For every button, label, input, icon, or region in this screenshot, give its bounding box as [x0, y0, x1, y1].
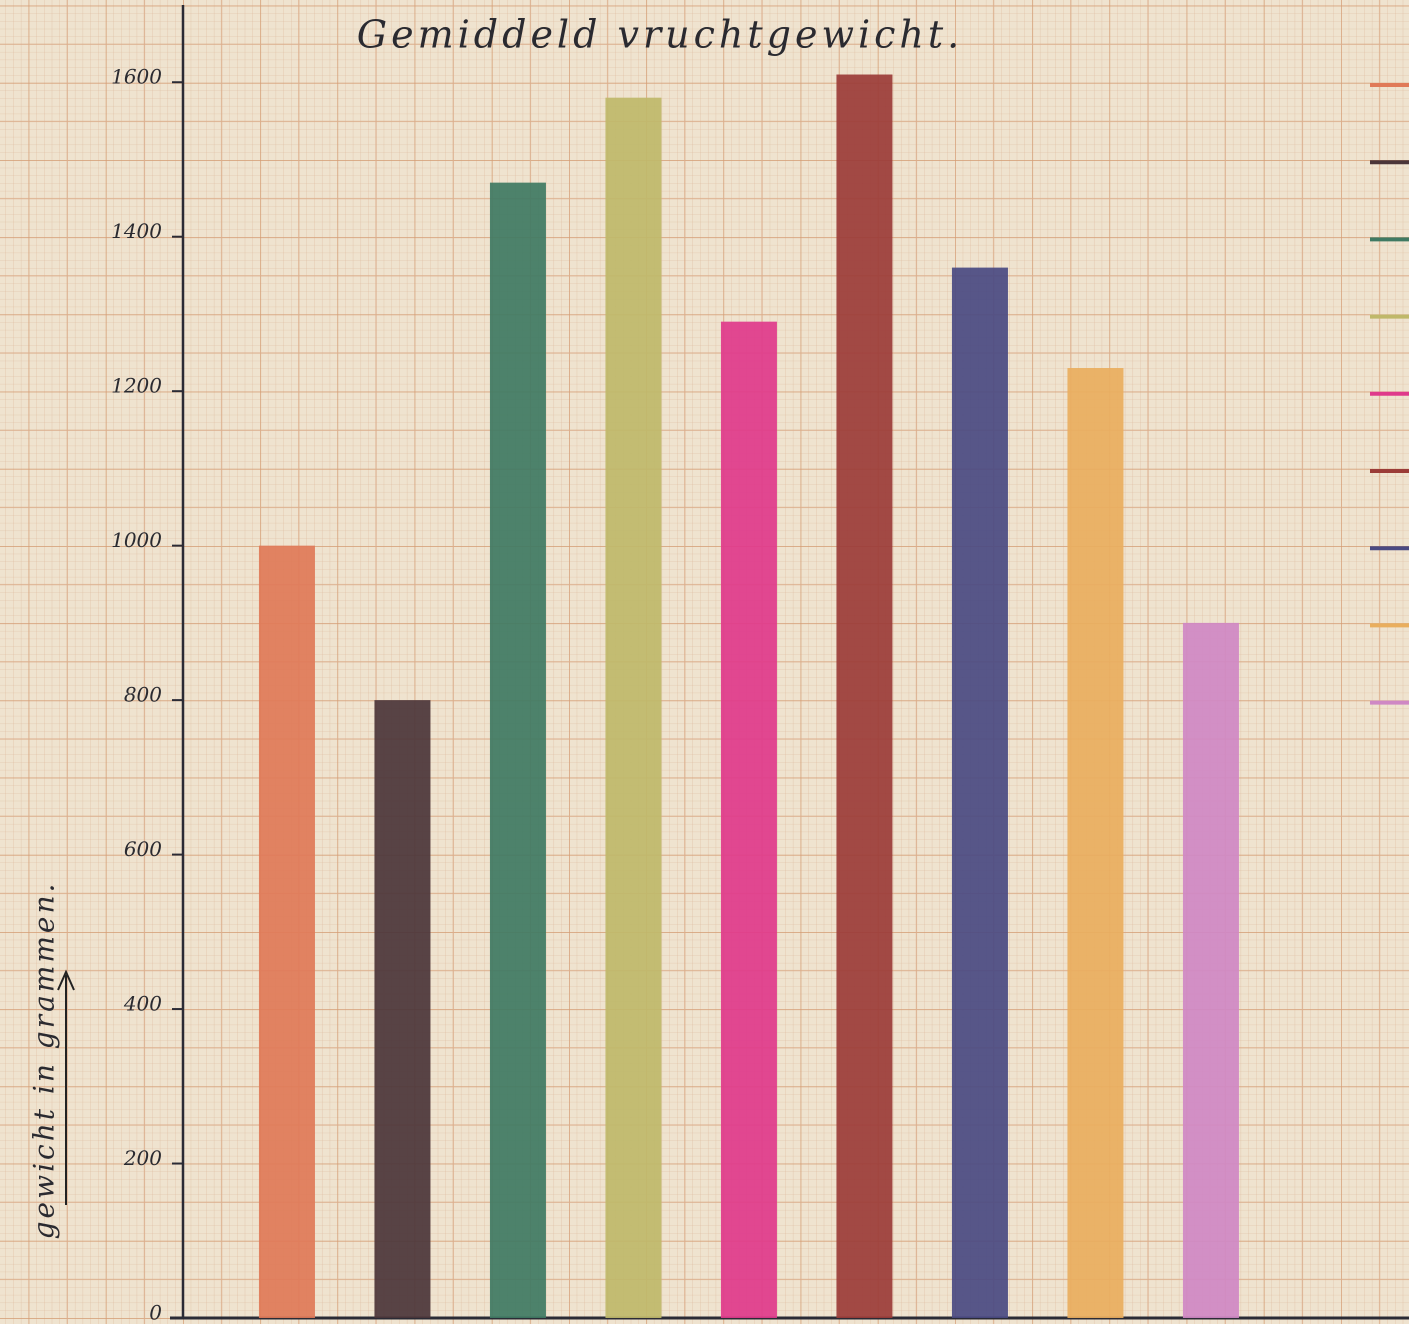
bar	[1067, 368, 1124, 1319]
bar	[489, 182, 546, 1319]
bar	[605, 97, 662, 1318]
bar	[374, 700, 431, 1318]
bar	[951, 267, 1008, 1319]
axis-arrow-head	[57, 969, 75, 991]
y-tick-label: 1200	[111, 374, 162, 398]
y-tick-label: 200	[123, 1146, 162, 1170]
y-tick-label: 0	[149, 1301, 162, 1324]
y-axis-title: gewicht in grammen.	[28, 881, 61, 1240]
y-axis-title-group: gewicht in grammen.	[28, 881, 61, 1240]
bar	[836, 74, 893, 1319]
y-tick-label: 600	[124, 837, 162, 861]
bar	[720, 321, 777, 1319]
bar	[258, 545, 315, 1318]
y-tick-label: 800	[124, 683, 162, 707]
y-tick-label: 1400	[111, 219, 162, 243]
y-tick-label: 400	[123, 992, 162, 1016]
bar	[1182, 622, 1239, 1318]
y-tick-label: 1600	[111, 65, 162, 89]
y-tick-label: 1000	[111, 528, 162, 552]
chart-title: Gemiddeld vruchtgewicht.	[357, 13, 963, 57]
